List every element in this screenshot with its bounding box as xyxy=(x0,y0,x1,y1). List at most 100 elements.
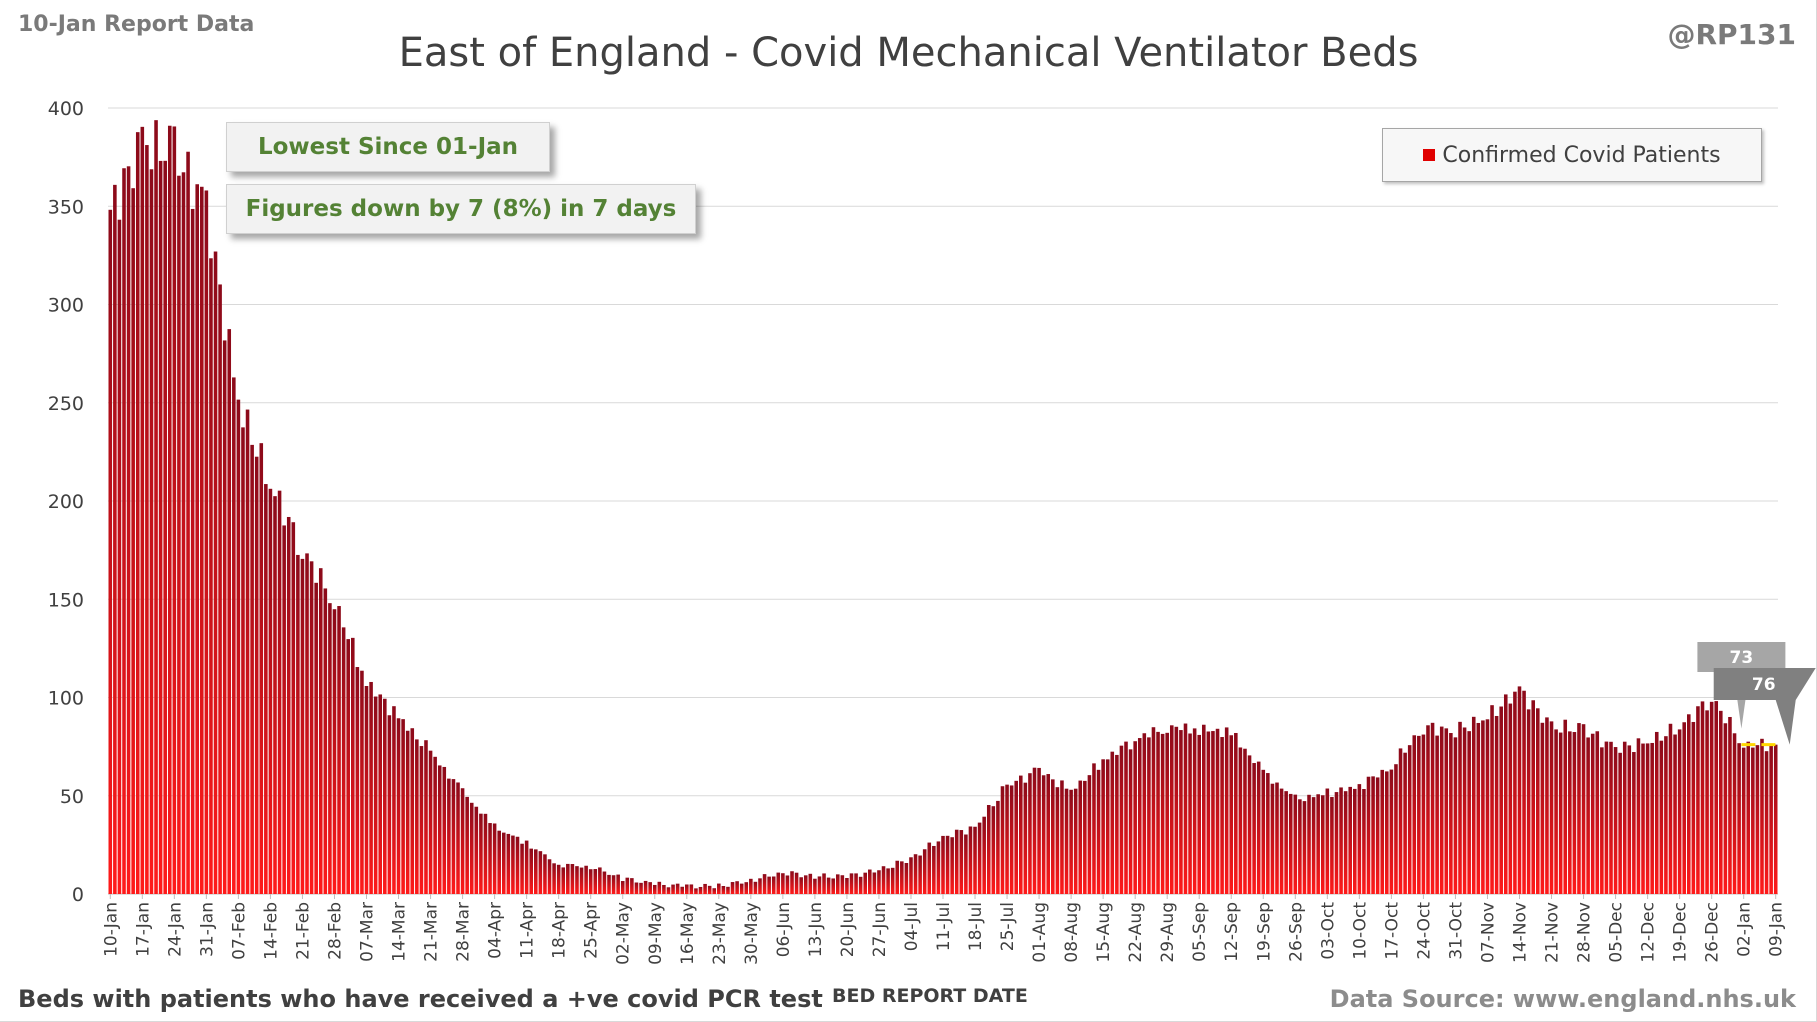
bar xyxy=(945,835,950,894)
chart-legend: Confirmed Covid Patients xyxy=(1382,128,1762,182)
x-tick-label: 19-Sep xyxy=(1254,902,1274,962)
bar xyxy=(1147,737,1151,894)
bar xyxy=(204,190,209,895)
bar xyxy=(364,686,369,894)
bar xyxy=(323,588,328,894)
bar xyxy=(977,822,982,894)
bar xyxy=(158,160,163,894)
bar xyxy=(1691,721,1696,894)
bar xyxy=(515,836,520,894)
bar xyxy=(556,864,561,894)
bar xyxy=(1092,763,1096,894)
bar xyxy=(694,888,698,894)
bar xyxy=(1220,737,1224,894)
bar xyxy=(1664,736,1668,894)
x-tick-label: 01-Aug xyxy=(1030,902,1050,963)
bar xyxy=(1206,731,1211,894)
bar xyxy=(1641,743,1645,894)
bar xyxy=(1128,749,1133,894)
bar xyxy=(1760,738,1764,894)
bar xyxy=(593,869,598,894)
bar xyxy=(273,496,277,894)
annotation-box xyxy=(1713,668,1816,745)
bar xyxy=(730,882,735,894)
bar xyxy=(1668,723,1673,894)
bar xyxy=(296,554,300,894)
bar xyxy=(1687,714,1691,894)
bar xyxy=(1490,705,1494,894)
callout-lowest: Lowest Since 01-Jan xyxy=(226,122,550,172)
bar xyxy=(611,875,616,894)
bar xyxy=(465,796,469,894)
bar xyxy=(1279,788,1284,894)
bar xyxy=(373,696,378,894)
bar xyxy=(1160,733,1165,894)
bar xyxy=(547,859,552,894)
bar xyxy=(932,845,936,894)
x-tick-label: 04-Jul xyxy=(902,902,922,951)
bar xyxy=(835,874,840,894)
bar xyxy=(1462,727,1467,894)
bar xyxy=(1284,791,1288,894)
x-tick-label: 24-Oct xyxy=(1414,902,1434,960)
bar xyxy=(1494,715,1499,894)
bar xyxy=(1032,767,1037,894)
bar xyxy=(1229,735,1234,894)
bar xyxy=(566,863,570,894)
bar xyxy=(245,409,250,894)
bar xyxy=(799,877,803,894)
bar xyxy=(1732,733,1737,894)
bar xyxy=(241,427,245,894)
bar xyxy=(1202,724,1206,894)
bar xyxy=(1622,741,1627,894)
bar xyxy=(620,881,625,894)
bar xyxy=(1188,733,1192,894)
x-tick-label: 10-Oct xyxy=(1350,902,1370,960)
annotation-label: 73 xyxy=(1730,648,1754,668)
bar xyxy=(639,882,643,894)
x-tick-label: 02-May xyxy=(614,902,634,965)
bar xyxy=(1600,747,1604,894)
bar xyxy=(598,867,602,894)
bar xyxy=(126,166,131,895)
bar xyxy=(717,883,721,894)
bar xyxy=(1215,728,1220,894)
bar xyxy=(872,872,877,894)
y-tick-label: 200 xyxy=(48,491,84,513)
bar xyxy=(1453,737,1458,894)
bar xyxy=(1060,780,1064,894)
bar xyxy=(424,740,428,894)
x-tick-label: 25-Jul xyxy=(998,902,1018,951)
bar xyxy=(1764,751,1769,894)
bar xyxy=(1407,745,1412,894)
x-tick-label: 14-Feb xyxy=(261,902,281,960)
bar xyxy=(1137,738,1142,894)
bar xyxy=(149,169,154,894)
bar xyxy=(758,878,762,894)
bar xyxy=(662,884,666,894)
bar xyxy=(1741,747,1746,894)
bar xyxy=(1723,723,1728,894)
bar xyxy=(1041,775,1046,894)
bar xyxy=(808,873,813,894)
bar xyxy=(1417,735,1421,894)
x-tick-label: 05-Sep xyxy=(1190,902,1210,962)
y-tick-label: 100 xyxy=(48,688,84,710)
bar xyxy=(1197,734,1201,894)
bar xyxy=(643,880,648,894)
bar xyxy=(1096,769,1101,894)
bar xyxy=(1714,701,1719,894)
x-axis-title: BED REPORT DATE xyxy=(832,985,1028,1007)
bar xyxy=(922,849,927,894)
bar xyxy=(479,813,483,894)
bar xyxy=(1353,788,1357,894)
bar xyxy=(822,873,826,894)
bar xyxy=(1769,744,1773,894)
bar xyxy=(1325,788,1330,894)
bar xyxy=(918,855,922,894)
x-tick-label: 17-Oct xyxy=(1382,902,1402,960)
bar xyxy=(776,872,781,894)
bar xyxy=(378,694,383,894)
x-tick-label: 28-Nov xyxy=(1575,902,1595,963)
bar xyxy=(726,886,730,894)
